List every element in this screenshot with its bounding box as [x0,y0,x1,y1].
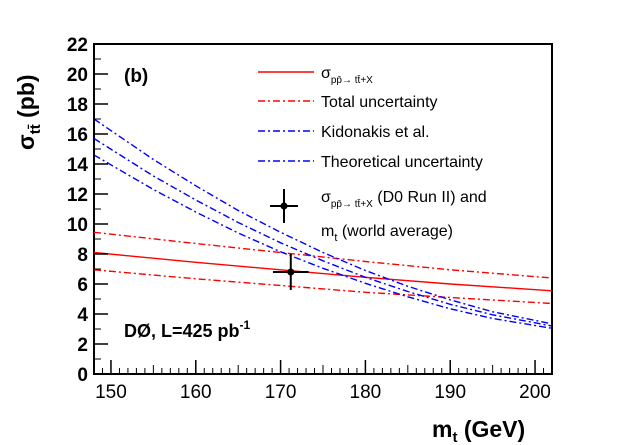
legend-entry-2: Kidonakis et al. [258,124,430,141]
legend-label-4: σpp̄→ tt̄+X (D0 Run II) and [321,189,487,210]
y-tick-label-20: 20 [67,65,88,86]
y-tick-label-0: 0 [77,365,88,386]
legend-label-sub-0: pp̄→ tt̄+X [331,74,373,86]
y-tick-label-4: 4 [77,305,88,326]
legend-label-2: Kidonakis et al. [321,124,430,141]
y-tick-label-18: 18 [67,95,88,116]
series-line-3 [94,137,552,327]
legend-label-1: Total uncertainty [321,94,438,111]
measurement-marker [287,268,295,276]
y-tick-label-14: 14 [67,155,89,176]
legend-label-rest-5: (world average) [337,223,453,240]
legend-entry-3: Theoretical uncertainty [258,154,483,171]
legend-label-main-5: m [321,223,334,240]
x-tick-label-170: 170 [265,382,297,403]
x-axis-title: mt (GeV) [432,416,525,445]
series-line-4 [94,118,552,325]
x-tick-label-160: 160 [180,382,212,403]
x-tick-label-150: 150 [95,382,127,403]
y-tick-label-16: 16 [67,125,88,146]
y-axis-title-main: σ [13,134,39,150]
legend-entry-5: mt (world average) [321,223,453,244]
luminosity-annotation: DØ, L=425 pb-1 [124,318,251,341]
legend-label-sub-5: t [334,232,337,244]
y-tick-label-12: 12 [67,185,88,206]
series-line-1 [94,231,552,279]
panel-label: (b) [124,66,148,87]
legend-label-sub-4: pp̄→ tt̄+X [331,198,373,210]
x-axis-title-sub: t [452,429,457,445]
y-axis-title: σtt̄ (pb) [13,74,44,150]
y-tick-label-22: 22 [67,35,88,56]
series-line-5 [94,154,552,329]
luminosity-text: DØ, L=425 pb [124,321,240,341]
series-line-0 [94,251,552,292]
y-axis-title-unit: (pb) [13,74,39,124]
series-line-2 [94,269,552,305]
y-tick-label-10: 10 [67,215,88,236]
legend-label-rest-4: (D0 Run II) and [373,189,487,206]
x-tick-label-200: 200 [519,382,551,403]
legend-label-main-4: σ [321,189,331,206]
legend-label-0: σpp̄→ tt̄+X [321,65,373,86]
y-tick-label-6: 6 [77,275,88,296]
y-tick-label-8: 8 [77,245,88,266]
x-axis-title-unit: (GeV) [457,416,525,442]
y-tick-label-2: 2 [77,335,88,356]
legend-label-main-0: σ [321,65,331,82]
x-tick-label-190: 190 [434,382,466,403]
measurement-point [272,254,309,290]
x-axis-title-main: m [432,416,452,442]
legend-entry-1: Total uncertainty [258,94,438,111]
legend-marker-dot [280,202,288,210]
legend-entry-4: σpp̄→ tt̄+X (D0 Run II) and [270,189,487,223]
legend-label-5: mt (world average) [321,223,453,244]
x-tick-label-180: 180 [350,382,382,403]
legend-label-3: Theoretical uncertainty [321,154,483,171]
y-axis-title-sub: tt̄ [27,124,44,134]
axis-ticks: 150 160 170 180 190 200 0 2 4 6 8 10 12 14 16 18 20 22 [67,35,553,403]
legend-label-main-3: Theoretical uncertainty [321,154,483,171]
luminosity-sup: -1 [240,318,251,332]
legend-entry-0: σpp̄→ tt̄+X [258,65,373,86]
legend-label-main-2: Kidonakis et al. [321,124,430,141]
legend-label-main-1: Total uncertainty [321,94,438,111]
